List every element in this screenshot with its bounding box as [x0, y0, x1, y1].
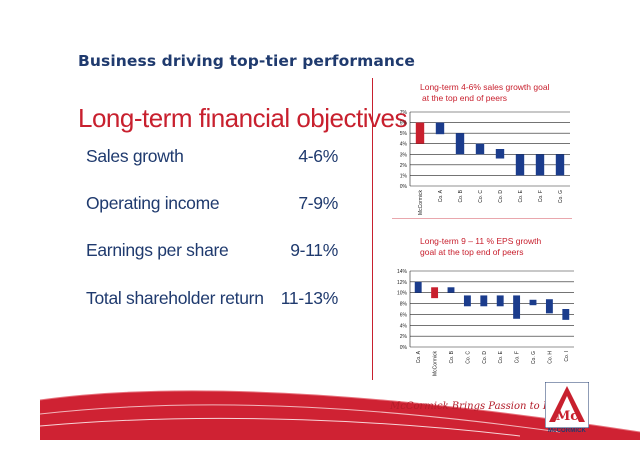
x-tick-label: McCormick	[418, 190, 424, 215]
y-tick-label: 8%	[400, 302, 408, 308]
section-title: Long-term financial objectives	[78, 103, 407, 133]
x-tick-label: Co. D	[482, 351, 488, 364]
x-tick-label: Co. I	[564, 351, 570, 362]
x-tick-label: Co. F	[515, 351, 521, 363]
sales-chart-title-line1: Long-term 4-6% sales growth goal	[420, 82, 550, 92]
y-tick-label: 5%	[400, 131, 408, 137]
vertical-divider	[372, 78, 373, 380]
range-bar	[447, 287, 455, 293]
logo-wordmark: McCORMICK	[548, 428, 586, 434]
range-bar	[555, 154, 565, 176]
x-tick-label: McCormick	[433, 351, 439, 376]
x-tick-label: Co. H	[547, 351, 553, 364]
x-tick-label: Co. B	[449, 350, 455, 363]
y-tick-label: 7%	[400, 110, 408, 116]
y-tick-label: 2%	[400, 163, 408, 169]
x-tick-label: Co. G	[558, 190, 564, 203]
range-bar	[513, 295, 521, 319]
range-bar	[535, 154, 545, 176]
x-tick-label: Co. E	[498, 350, 504, 363]
objective-label: Operating income	[86, 193, 220, 213]
range-bar	[415, 122, 425, 144]
range-bar	[545, 299, 553, 314]
x-tick-label: Co. D	[498, 190, 504, 203]
range-bar	[475, 143, 485, 155]
y-tick-label: 2%	[400, 334, 408, 340]
y-tick-label: 3%	[400, 152, 408, 158]
objective-label: Sales growth	[86, 146, 184, 166]
range-bar	[414, 281, 422, 293]
range-bar	[463, 295, 471, 307]
x-tick-label: Co. A	[416, 350, 422, 363]
footer-tagline: McCormick Brings Passion to Flavor™	[390, 401, 586, 412]
sales-chart-title: Long-term 4-6% sales growth goal at the …	[420, 82, 549, 104]
sales-chart-title-line2: at the top end of peers	[422, 93, 508, 103]
range-bar	[496, 295, 504, 307]
y-tick-label: 4%	[400, 323, 408, 329]
objective-label: Earnings per share	[86, 240, 229, 260]
y-tick-label: 0%	[400, 345, 408, 351]
x-tick-label: Co. C	[478, 190, 484, 203]
range-bar	[495, 149, 505, 159]
x-tick-label: Co. E	[518, 189, 524, 202]
x-tick-label: Co. F	[538, 190, 544, 202]
objective-value: 11-13%	[280, 288, 339, 308]
range-bar	[480, 295, 488, 307]
x-tick-label: Co. A	[438, 189, 444, 202]
y-tick-label: 6%	[400, 121, 408, 127]
objective-value: 7-9%	[298, 193, 338, 213]
range-bar	[515, 154, 525, 176]
range-bar	[562, 309, 570, 320]
range-bar	[455, 133, 465, 155]
eps-chart-title-line2: goal at the top end of peers	[420, 247, 524, 257]
page-heading: Business driving top-tier performance	[78, 52, 415, 70]
range-bar	[435, 122, 445, 135]
objective-label: Total shareholder return	[86, 288, 264, 308]
range-bar	[431, 287, 439, 299]
mccormick-logo: Mc	[545, 382, 589, 428]
y-tick-label: 10%	[397, 291, 408, 297]
eps-chart-title: Long-term 9 – 11 % EPS growth goal at th…	[420, 236, 541, 258]
eps-chart-title-line1: Long-term 9 – 11 % EPS growth	[420, 236, 542, 246]
range-bar	[529, 299, 537, 306]
y-tick-label: 0%	[400, 184, 408, 190]
x-tick-label: Co. G	[531, 351, 537, 364]
x-tick-label: Co. B	[458, 189, 464, 202]
y-tick-label: 14%	[397, 269, 408, 275]
chart-divider	[392, 218, 572, 219]
y-tick-label: 1%	[400, 173, 408, 179]
y-tick-label: 4%	[400, 142, 408, 148]
x-tick-label: Co. C	[465, 351, 471, 364]
y-tick-label: 6%	[400, 312, 408, 318]
objective-value: 4-6%	[298, 146, 338, 166]
y-tick-label: 12%	[397, 280, 408, 286]
logo-glyph: Mc	[556, 409, 578, 424]
objective-value: 9-11%	[290, 240, 338, 260]
